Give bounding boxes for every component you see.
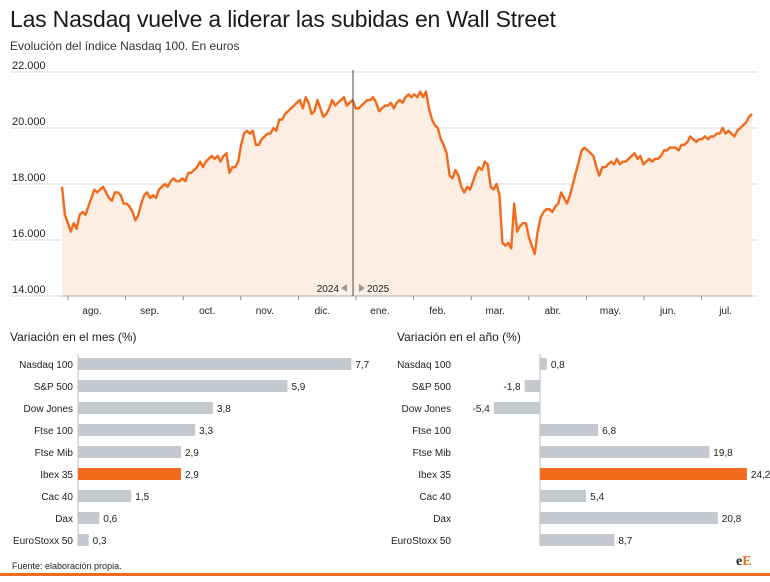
brand-logo: eE [736, 554, 752, 570]
bar [540, 512, 718, 524]
bar [493, 402, 540, 414]
bar [78, 490, 132, 502]
value-label: 7,7 [355, 360, 369, 371]
bar [78, 424, 196, 436]
y-tick-label: 16.000 [12, 228, 46, 240]
value-label: 0,3 [93, 536, 107, 546]
value-label: 3,8 [217, 404, 231, 415]
year-label-left: 2024 [317, 284, 340, 295]
category-label: EuroStoxx 50 [391, 536, 451, 546]
bar [540, 534, 615, 546]
value-label: 24,2 [751, 470, 770, 481]
value-label: 0,8 [551, 360, 565, 371]
x-tick-label: sep. [140, 306, 159, 317]
x-tick-label: feb. [429, 306, 446, 317]
area-fill [62, 91, 752, 296]
category-label: Nasdaq 100 [397, 360, 451, 371]
bar [524, 380, 540, 392]
value-label: 3,3 [199, 426, 213, 437]
year-label-right: 2025 [367, 284, 390, 295]
bar [540, 358, 547, 370]
category-label: Ftse Mib [413, 448, 452, 459]
bar-chart-title: Variación en el mes (%) [10, 330, 137, 344]
arrow-right-icon [359, 284, 365, 292]
x-tick-label: jul. [718, 306, 732, 317]
chart-subtitle: Evolución del índice Nasdaq 100. En euro… [10, 39, 240, 53]
arrow-left-icon [341, 284, 347, 292]
bar [540, 424, 599, 436]
bar-chart-title: Variación en el año (%) [397, 330, 521, 344]
value-label: 2,9 [185, 448, 199, 459]
category-label: Ibex 35 [40, 470, 73, 481]
bar [78, 534, 89, 546]
x-tick-label: dic. [315, 306, 331, 317]
value-label: 5,9 [291, 382, 305, 393]
y-tick-label: 14.000 [12, 284, 46, 296]
category-label: Dax [433, 514, 451, 525]
category-label: Dow Jones [24, 404, 73, 415]
value-label: 19,8 [713, 448, 733, 459]
category-label: Dow Jones [402, 404, 451, 415]
footer-divider [0, 573, 770, 576]
category-label: EuroStoxx 50 [13, 536, 73, 546]
value-label: 2,9 [185, 470, 199, 481]
category-label: Ftse Mib [35, 448, 74, 459]
bar [540, 446, 710, 458]
category-label: S&P 500 [412, 382, 452, 393]
x-tick-label: oct. [199, 306, 215, 317]
category-label: Cac 40 [419, 492, 451, 503]
bar-chart-year: Variación en el año (%) Nasdaq 100 0,8 S&P … [391, 330, 770, 546]
chart-title: Las Nasdaq vuelve a liderar las subidas … [10, 6, 556, 32]
line-chart: 14.000 16.000 18.000 20.000 22.000 ago. sep. oc… [10, 60, 758, 317]
x-tick-label: ago. [82, 306, 101, 317]
bar [540, 490, 587, 502]
x-tick-label: mar. [485, 306, 504, 317]
logo-main: e [736, 554, 743, 569]
category-label: Dax [55, 514, 73, 525]
value-label: 20,8 [722, 514, 742, 525]
x-tick-label: ene. [370, 306, 389, 317]
y-tick-label: 20.000 [12, 116, 46, 128]
category-label: Nasdaq 100 [19, 360, 73, 371]
bar [78, 446, 181, 458]
value-label: 5,4 [590, 492, 604, 503]
bar [78, 380, 288, 392]
x-tick-label: jun. [659, 306, 676, 317]
source-note: Fuente: elaboración propia. [12, 561, 122, 571]
bar [78, 512, 100, 524]
y-tick-label: 22.000 [12, 60, 46, 72]
bar [78, 402, 213, 414]
y-tick-label: 18.000 [12, 172, 46, 184]
x-tick-label: abr. [544, 306, 561, 317]
category-label: Ftse 100 [412, 426, 451, 437]
value-label: 8,7 [618, 536, 632, 546]
value-label: 0,6 [103, 514, 117, 525]
nasdaq-line [60, 90, 753, 256]
logo-accent: E [742, 554, 752, 569]
bar-chart-month: Variación en el mes (%) Nasdaq 100 7,7 S&P … [10, 330, 370, 546]
x-tick-label: nov. [256, 306, 274, 317]
bar [540, 468, 747, 480]
bar [78, 468, 181, 480]
category-label: Cac 40 [41, 492, 73, 503]
value-label: 6,8 [602, 426, 616, 437]
x-tick-label: may. [600, 306, 621, 317]
bar [78, 358, 352, 370]
category-label: Ftse 100 [34, 426, 73, 437]
value-label: 1,5 [135, 492, 149, 503]
value-label: -1,8 [503, 382, 521, 393]
category-label: Ibex 35 [418, 470, 451, 481]
value-label: -5,4 [473, 404, 491, 415]
category-label: S&P 500 [34, 382, 74, 393]
